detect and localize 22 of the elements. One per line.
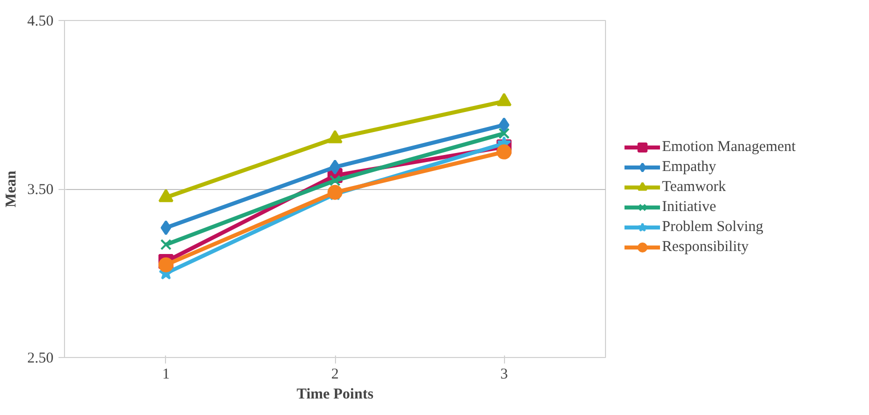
x-tick-label: 3 <box>500 366 508 382</box>
point <box>158 257 174 272</box>
point <box>330 160 340 175</box>
legend-label: Initiative <box>662 198 716 216</box>
legend-label: Empathy <box>662 158 716 176</box>
legend-label: Responsibility <box>662 238 749 256</box>
legend-label: Emotion Management <box>662 138 796 156</box>
y-tick-label: 2.50 <box>27 350 54 366</box>
y-tick-label: 3.50 <box>27 182 54 198</box>
y-axis-title: Mean <box>3 170 20 208</box>
legend-label: Teamwork <box>662 178 726 196</box>
point <box>329 174 341 186</box>
point <box>498 117 510 132</box>
x-tick-label: 1 <box>162 366 170 382</box>
legend-label: Problem Solving <box>662 218 764 236</box>
y-tick-label: 4.50 <box>27 14 54 30</box>
x-axis-title: Time Points <box>296 386 374 402</box>
point <box>496 144 512 160</box>
point <box>160 239 172 250</box>
x-tick-label: 2 <box>331 366 339 382</box>
point <box>498 128 510 139</box>
point <box>160 220 172 236</box>
